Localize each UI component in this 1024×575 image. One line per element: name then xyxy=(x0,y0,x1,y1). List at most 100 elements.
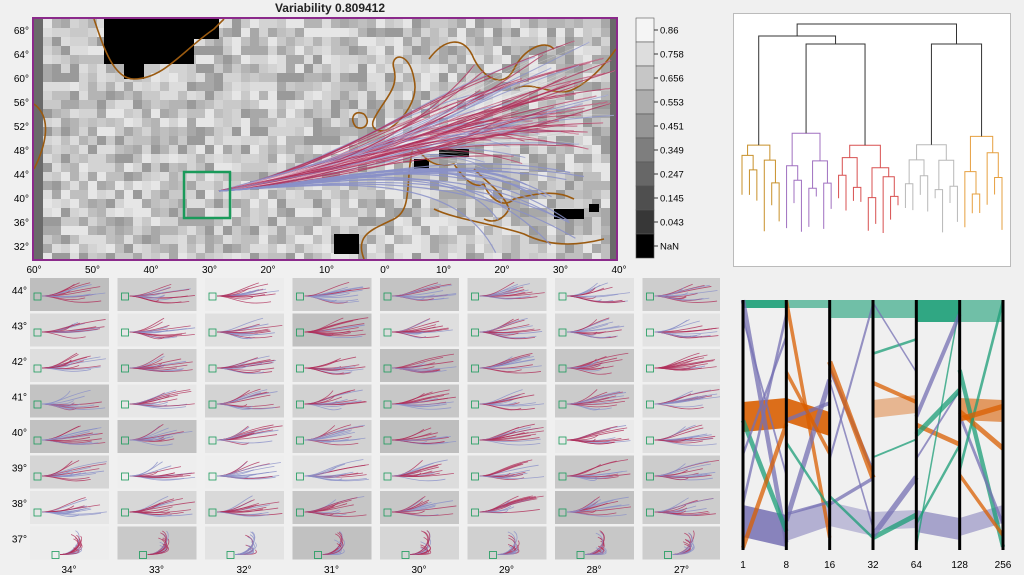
small-map-cell[interactable] xyxy=(467,349,547,382)
small-map-cell[interactable] xyxy=(555,420,634,453)
small-map-cell[interactable] xyxy=(205,384,284,418)
small-map-cell[interactable] xyxy=(467,420,547,453)
small-map-cell[interactable] xyxy=(30,420,109,453)
small-map-cell[interactable] xyxy=(292,313,372,347)
small-map-cell[interactable] xyxy=(117,455,197,489)
small-map-cell[interactable] xyxy=(555,526,634,560)
small-map-cell[interactable] xyxy=(205,526,284,560)
small-map-cell[interactable] xyxy=(642,349,721,382)
colorbar-label: NaN xyxy=(660,242,679,253)
small-map-cell[interactable] xyxy=(205,420,284,453)
small-map-cell[interactable] xyxy=(642,491,721,524)
row-label: 43° xyxy=(12,322,27,333)
small-map-cell[interactable] xyxy=(642,278,721,311)
small-map-cell[interactable] xyxy=(117,526,197,560)
col-label: 33° xyxy=(149,565,164,575)
small-map-cell[interactable] xyxy=(292,278,372,311)
sankey-axis-label: 64 xyxy=(911,560,923,571)
lat-tick-label: 48° xyxy=(14,146,29,157)
colorbar-swatch xyxy=(635,89,655,115)
lon-tick-label: 40° xyxy=(143,265,158,276)
small-map-cell[interactable] xyxy=(467,384,547,418)
lon-tick-label: 30° xyxy=(202,265,217,276)
small-map-cell[interactable] xyxy=(30,455,109,489)
lat-tick-label: 52° xyxy=(14,122,29,133)
lon-tick-label: 50° xyxy=(85,265,100,276)
small-map-cell[interactable] xyxy=(467,278,547,311)
lon-tick-label: 0° xyxy=(380,265,390,276)
small-map-cell[interactable] xyxy=(467,313,547,347)
small-map-cell[interactable] xyxy=(292,384,372,418)
small-map-cell[interactable] xyxy=(380,278,459,311)
small-map-cell[interactable] xyxy=(380,420,459,453)
small-map-cell[interactable] xyxy=(30,313,109,347)
small-map-cell[interactable] xyxy=(642,384,721,418)
small-map-cell[interactable] xyxy=(380,526,459,560)
colorbar-label: 0.451 xyxy=(660,122,684,133)
lon-tick-label: 10° xyxy=(319,265,334,276)
colorbar-label: 0.86 xyxy=(660,26,679,37)
small-map-cell[interactable] xyxy=(30,526,109,560)
small-map-cell[interactable] xyxy=(205,349,284,382)
row-label: 40° xyxy=(12,428,27,439)
coastlines xyxy=(34,19,616,259)
small-map-cell[interactable] xyxy=(380,349,459,382)
small-map-cell[interactable] xyxy=(117,349,197,382)
small-map-cell[interactable] xyxy=(117,384,197,418)
small-map-cell[interactable] xyxy=(467,491,547,524)
small-map-cell[interactable] xyxy=(380,491,459,524)
small-map-cell[interactable] xyxy=(205,313,284,347)
small-map-cell[interactable] xyxy=(642,313,721,347)
small-map-cell[interactable] xyxy=(292,349,372,382)
small-map-cell[interactable] xyxy=(30,491,109,524)
lon-tick-label: 10° xyxy=(436,265,451,276)
small-map-cell[interactable] xyxy=(117,278,197,311)
small-multiples-grid[interactable] xyxy=(30,278,720,563)
small-map-cell[interactable] xyxy=(292,526,372,560)
small-map-cell[interactable] xyxy=(205,455,284,489)
small-map-cell[interactable] xyxy=(555,313,634,347)
lon-tick-label: 20° xyxy=(494,265,509,276)
small-map-cell[interactable] xyxy=(117,491,197,524)
colorbar-label: 0.656 xyxy=(660,74,684,85)
small-map-cell[interactable] xyxy=(467,526,547,560)
colorbar-swatch xyxy=(635,161,655,187)
small-map-cell[interactable] xyxy=(467,455,547,489)
small-map-cell[interactable] xyxy=(292,455,372,489)
small-map-cell[interactable] xyxy=(30,278,109,311)
colorbar-swatch xyxy=(635,137,655,163)
small-map-cell[interactable] xyxy=(292,420,372,453)
row-label: 38° xyxy=(12,499,27,510)
dendrogram-panel[interactable] xyxy=(733,13,1011,267)
selection-box[interactable] xyxy=(182,170,232,220)
sankey-panel[interactable]: 1 8 16 32 64 128 256 xyxy=(733,290,1018,575)
small-map-cell[interactable] xyxy=(642,455,721,489)
small-map-cell[interactable] xyxy=(292,491,372,524)
col-label: 27° xyxy=(674,565,689,575)
small-map-cell[interactable] xyxy=(555,455,634,489)
small-map-cell[interactable] xyxy=(117,420,197,453)
small-map-cell[interactable] xyxy=(30,349,109,382)
small-map-cell[interactable] xyxy=(555,491,634,524)
small-map-cell[interactable] xyxy=(380,384,459,418)
sankey-axis-label: 16 xyxy=(824,560,836,571)
small-map-cell[interactable] xyxy=(380,313,459,347)
small-map-cell[interactable] xyxy=(642,526,721,560)
colorbar-swatch xyxy=(635,17,655,43)
colorbar-swatch xyxy=(635,41,655,67)
lon-tick-label: 60° xyxy=(26,265,41,276)
small-map-cell[interactable] xyxy=(205,278,284,311)
small-map-cell[interactable] xyxy=(205,491,284,524)
small-map-cell[interactable] xyxy=(642,420,721,453)
small-map-cell[interactable] xyxy=(555,278,634,311)
row-label: 42° xyxy=(12,357,27,368)
small-map-cell[interactable] xyxy=(380,455,459,489)
small-map-cell[interactable] xyxy=(555,384,634,418)
lon-tick-label: 20° xyxy=(260,265,275,276)
small-map-cell[interactable] xyxy=(30,384,109,418)
small-map-cell[interactable] xyxy=(555,349,634,382)
main-map[interactable] xyxy=(32,17,618,261)
lat-tick-label: 44° xyxy=(14,170,29,181)
lat-tick-label: 60° xyxy=(14,74,29,85)
small-map-cell[interactable] xyxy=(117,313,197,347)
